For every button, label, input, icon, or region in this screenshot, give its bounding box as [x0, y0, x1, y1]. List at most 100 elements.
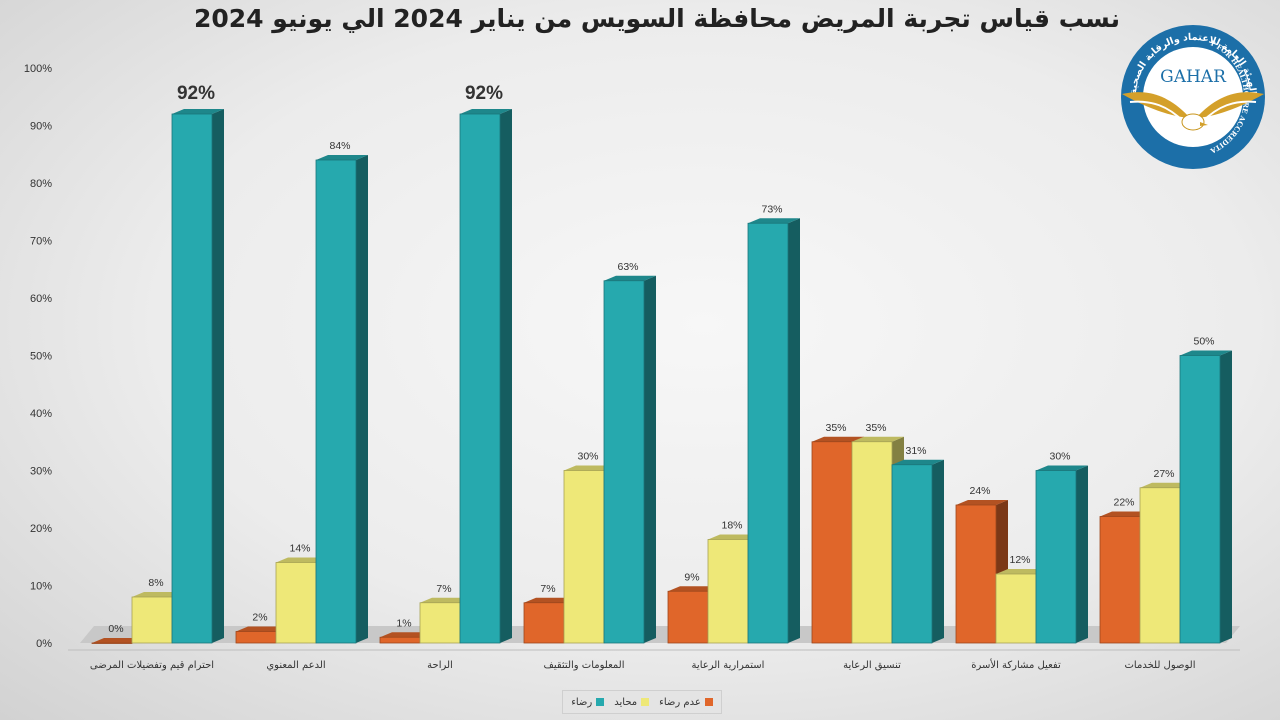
data-label: 14%	[289, 543, 310, 555]
y-tick-label: 100%	[24, 63, 52, 75]
data-label: 31%	[905, 445, 926, 457]
bar	[91, 642, 133, 644]
data-label: 24%	[969, 485, 990, 497]
x-tick-label: تنسيق الرعاية	[843, 660, 901, 671]
bars	[91, 109, 1232, 644]
data-label: 22%	[1113, 497, 1134, 509]
bar	[747, 222, 789, 644]
legend-item-dissatisfied: عدم رضاء	[659, 697, 713, 708]
logo-eagle-beak	[1200, 122, 1208, 126]
bar	[235, 631, 277, 644]
bar-top	[172, 109, 224, 114]
data-label: 18%	[721, 520, 742, 532]
data-label: 35%	[865, 422, 886, 434]
bar-side	[932, 459, 944, 643]
x-tick-label: تفعيل مشاركة الأسرة	[971, 658, 1061, 671]
bar-top	[892, 459, 944, 465]
bar-side	[1076, 465, 1088, 643]
data-labels: 0% 8% 92% 2% 14% 84% 1% 7% 92% 7% 30% 63% 9% 18% 73% 35…	[108, 83, 1214, 635]
bar-top	[236, 626, 288, 632]
bar-side	[644, 275, 656, 643]
data-label: 63%	[617, 261, 638, 273]
bar-top	[668, 586, 720, 592]
logo-inner-disc	[1143, 47, 1243, 147]
data-label: 1%	[396, 617, 411, 629]
bar-side	[500, 109, 512, 643]
legend-label-neutral: محايد	[614, 696, 638, 708]
bar	[171, 113, 213, 644]
bar	[603, 280, 645, 644]
bar	[275, 562, 317, 644]
bar	[419, 602, 461, 644]
bar-top	[316, 155, 368, 160]
y-axis: 0% 10% 20% 30% 40% 50% 60% 70% 80% 90% 100%	[24, 63, 52, 650]
x-tick-label: الوصول للخدمات	[1125, 660, 1196, 671]
bar	[995, 573, 1037, 644]
bar-top	[1100, 511, 1152, 517]
bar-top	[812, 436, 864, 442]
y-tick-label: 40%	[30, 408, 52, 420]
bar-top	[524, 597, 576, 603]
data-label: 7%	[436, 583, 451, 595]
bar-top	[956, 500, 1008, 505]
x-tick-label: المعلومات والتثقيف	[543, 660, 624, 671]
bar	[1139, 487, 1181, 644]
y-tick-label: 20%	[30, 523, 52, 535]
data-label: 50%	[1193, 336, 1214, 348]
bar-top	[1140, 482, 1192, 488]
floor-plane	[80, 626, 1240, 643]
bar	[523, 602, 565, 644]
bar-side	[1220, 350, 1232, 643]
bar	[1099, 516, 1141, 644]
bar	[379, 636, 421, 644]
bar-side	[212, 109, 224, 643]
chart-floor	[68, 626, 1240, 651]
bar	[563, 470, 605, 644]
logo-eagle-head	[1181, 113, 1205, 131]
bar	[459, 113, 501, 644]
chart-title: نسب قياس تجربة المريض محافظة السويس من ي…	[194, 4, 1120, 33]
x-tick-label: احترام قيم وتفضيلات المرضى	[90, 660, 214, 671]
legend-label-satisfied: رضاء	[571, 696, 593, 708]
data-label: 30%	[577, 451, 598, 463]
bar	[1035, 470, 1077, 644]
bar-top	[276, 557, 328, 563]
bar	[315, 159, 357, 644]
bar-top	[852, 436, 904, 442]
logo-right-wing-stripe	[1201, 100, 1257, 123]
bar	[955, 504, 997, 644]
bar-top	[92, 638, 144, 643]
data-label: 30%	[1049, 451, 1070, 463]
bar-top	[1036, 465, 1088, 471]
bar-top	[420, 597, 472, 603]
bar-side	[356, 155, 368, 643]
bar-top	[996, 569, 1048, 574]
legend-swatch-dissatisfied	[704, 698, 713, 706]
bar	[667, 590, 709, 644]
bar-top	[380, 632, 432, 638]
bar-top	[564, 465, 616, 471]
y-tick-label: 30%	[30, 466, 52, 478]
legend-item-satisfied: رضاء	[571, 696, 605, 708]
data-label: 92%	[465, 83, 503, 104]
x-tick-label: الراحة	[427, 660, 453, 671]
bar-top	[1180, 350, 1232, 356]
data-label: 27%	[1153, 468, 1174, 480]
y-tick-label: 90%	[30, 121, 52, 133]
bar-top	[708, 534, 760, 540]
gahar-logo: الهيئة العامة للاعتماد والرقابة الصحية G…	[1118, 22, 1265, 169]
bar-top	[604, 275, 656, 281]
data-label: 8%	[148, 577, 163, 589]
y-tick-label: 0%	[36, 638, 52, 650]
data-label: 0%	[108, 623, 123, 635]
logo-wordmark: GAHAR	[1160, 67, 1227, 87]
bar-top	[132, 592, 184, 597]
data-label: 92%	[177, 83, 215, 104]
legend-swatch-satisfied	[596, 698, 605, 706]
legend: عدم رضاء محايد رضاء	[562, 690, 722, 714]
bar	[811, 441, 853, 644]
data-label: 7%	[540, 583, 555, 595]
data-label: 12%	[1009, 554, 1030, 566]
bar	[131, 596, 173, 644]
